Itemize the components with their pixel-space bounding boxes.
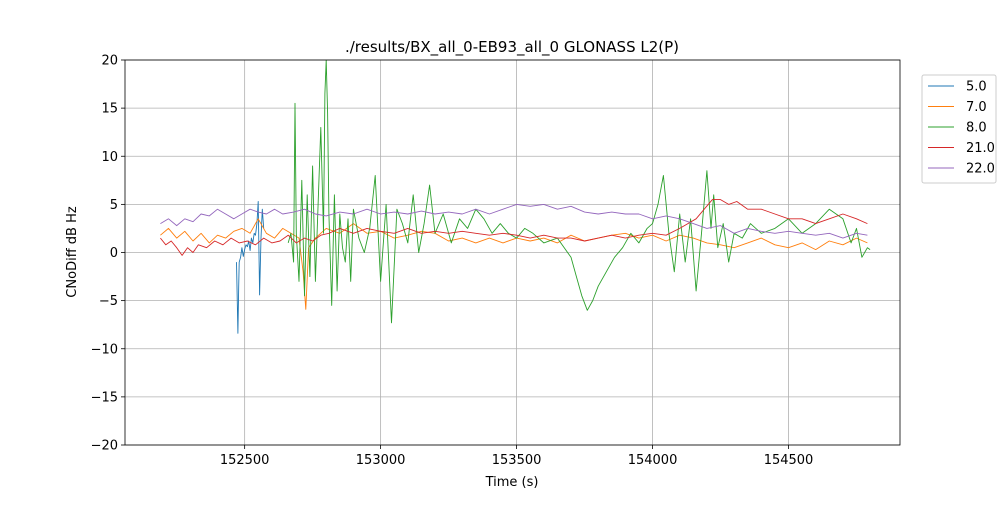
legend-label: 21.0 [966, 141, 995, 156]
series-line-8.0 [287, 60, 871, 324]
x-tick-label: 153500 [492, 453, 542, 468]
legend-label: 22.0 [966, 162, 995, 177]
y-tick-label: 20 [101, 54, 118, 69]
y-tick-label: 0 [110, 246, 118, 261]
legend-box [921, 74, 997, 184]
x-axis-ticks: 152500 153000 153500 154000 154500 [220, 445, 814, 468]
y-axis-label: CNoDiff dB Hz [65, 206, 80, 298]
legend-label: 8.0 [966, 121, 987, 136]
legend-label: 7.0 [966, 100, 987, 115]
y-tick-label: −10 [91, 342, 118, 357]
legend: 5.0 7.0 8.0 21.0 22.0 [921, 74, 997, 184]
y-axis-ticks: −20 −15 −10 −5 0 5 10 15 20 [91, 54, 125, 454]
y-tick-label: 15 [101, 102, 118, 117]
series-line-21.0 [160, 199, 868, 256]
y-tick-label: −15 [91, 390, 118, 405]
y-tick-label: 10 [101, 150, 118, 165]
x-axis-label: Time (s) [485, 475, 539, 490]
y-tick-label: 5 [110, 198, 118, 213]
legend-label: 5.0 [966, 80, 987, 95]
series-line-7.0 [160, 218, 868, 310]
x-tick-label: 152500 [220, 453, 270, 468]
y-tick-label: −5 [99, 294, 118, 309]
x-tick-label: 153000 [356, 453, 406, 468]
plot-lines [160, 60, 871, 334]
y-tick-label: −20 [91, 439, 118, 454]
series-line-22.0 [160, 203, 868, 239]
chart-title: ./results/BX_all_0-EB93_all_0 GLONASS L2… [345, 38, 679, 57]
x-tick-label: 154500 [764, 453, 814, 468]
series-line-5.0 [236, 201, 265, 334]
x-tick-label: 154000 [628, 453, 678, 468]
